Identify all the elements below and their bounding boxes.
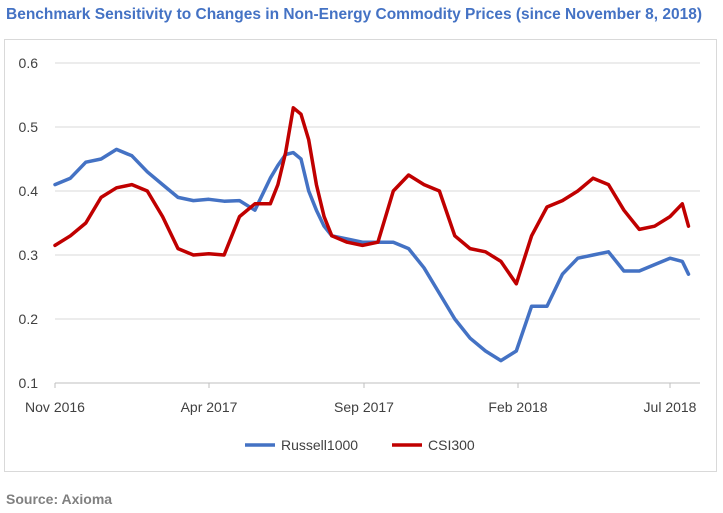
x-tick-label: Feb 2018 xyxy=(488,399,547,415)
series-lines xyxy=(53,106,691,363)
source-note: Source: Axioma xyxy=(6,491,113,507)
grid-lines xyxy=(55,62,700,320)
x-tick-labels: Nov 2016 Apr 2017 Sep 2017 Feb 2018 Jul 2018 xyxy=(25,399,697,415)
series-line-russell1000 xyxy=(53,147,691,363)
legend: Russell1000 CSI300 xyxy=(245,437,475,453)
x-tick-label: Sep 2017 xyxy=(334,399,394,415)
chart-title: Benchmark Sensitivity to Changes in Non-… xyxy=(6,6,702,23)
y-tick-label: 0.2 xyxy=(19,311,39,327)
legend-label-csi300: CSI300 xyxy=(428,437,475,453)
y-tick-label: 0.4 xyxy=(19,183,39,199)
x-tick-label: Apr 2017 xyxy=(181,399,238,415)
y-tick-label: 0.3 xyxy=(19,247,39,263)
legend-label-russell1000: Russell1000 xyxy=(281,437,358,453)
x-tick-label: Jul 2018 xyxy=(644,399,697,415)
series-line-csi300 xyxy=(53,106,691,286)
y-tick-label: 0.1 xyxy=(19,375,39,391)
y-tick-label: 0.5 xyxy=(19,119,39,135)
y-tick-labels: 0.1 0.2 0.3 0.4 0.5 0.6 xyxy=(19,55,39,391)
y-tick-label: 0.6 xyxy=(19,55,39,71)
x-tick-label: Nov 2016 xyxy=(25,399,85,415)
axes xyxy=(54,382,700,388)
